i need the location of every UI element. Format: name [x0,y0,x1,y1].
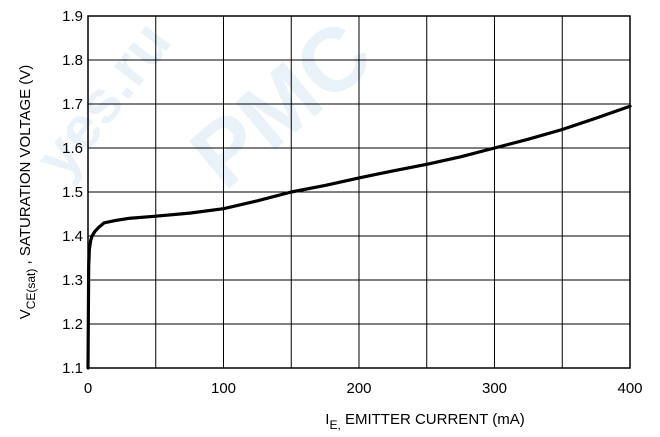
watermark-text: yes.ru [22,9,184,190]
y-tick-label: 1.6 [62,140,83,157]
y-tick-label: 1.5 [62,184,83,201]
x-tick-labels: 0 100 200 300 400 [84,380,643,397]
x-axis-label-main: I [325,411,329,428]
x-axis-label: IE, EMITTER CURRENT (mA) [325,411,524,432]
plot-frame [87,15,631,369]
x-tick-label: 200 [346,380,371,397]
y-tick-label: 1.4 [62,228,83,245]
y-axis-label-rest: , SATURATION VOLTAGE (V) [17,65,34,269]
y-axis-label-main: V [17,309,34,319]
series-layer [86,104,632,370]
y-tick-label: 1.7 [62,96,83,113]
y-axis-label-sub: CE(sat) [24,269,38,310]
y-tick-label: 1.8 [62,52,83,69]
grid [88,16,630,368]
x-axis-label-sub: E, [329,418,340,432]
x-axis-label-rest: EMITTER CURRENT (mA) [341,411,525,428]
y-tick-label: 1.9 [62,8,83,25]
series-line [86,104,632,370]
x-tick-label: 0 [84,380,92,397]
y-tick-labels: 1.1 1.2 1.3 1.4 1.5 1.6 1.7 1.8 1.9 [62,8,83,377]
y-tick-label: 1.3 [62,272,83,289]
x-tick-label: 100 [211,380,236,397]
y-axis-label: VCE(sat) , SATURATION VOLTAGE (V) [17,65,38,320]
y-tick-label: 1.2 [62,316,83,333]
y-tick-label: 1.1 [62,360,83,377]
x-tick-label: 400 [617,380,642,397]
x-tick-label: 300 [482,380,507,397]
